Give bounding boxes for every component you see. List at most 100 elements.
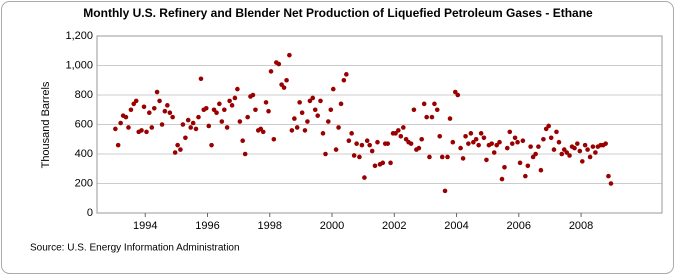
x-tick-label: 1996 [195,220,219,232]
point [533,151,538,157]
point [354,141,359,146]
point [227,98,232,104]
point [476,142,481,148]
point [393,131,398,136]
point [302,128,308,133]
point [455,92,461,98]
point [198,76,204,82]
point [380,160,386,166]
point [357,154,362,160]
point [468,131,474,136]
point [333,147,339,152]
plot-border [96,35,663,214]
point [421,101,427,107]
point [328,107,334,113]
point [165,103,170,108]
point [572,145,577,151]
point [266,108,271,114]
point [222,107,227,113]
point [240,138,245,144]
point [310,95,316,101]
point [344,72,349,77]
point [442,188,448,194]
point [224,125,230,130]
point [481,135,487,141]
point [115,142,121,148]
point [439,154,445,160]
point [369,148,375,154]
point [281,85,287,90]
point [515,139,520,145]
point [180,122,186,127]
point [167,110,173,115]
point [367,142,372,148]
point [504,145,510,151]
point [154,89,160,95]
point [214,110,219,115]
point [139,128,144,133]
point [445,154,450,160]
point [126,125,131,130]
point [341,77,347,83]
point [585,147,590,152]
point [323,151,328,157]
point [458,145,463,151]
point [209,142,214,148]
point [349,131,354,136]
point [494,142,500,148]
point [268,69,274,74]
point [315,113,321,118]
point [325,119,331,124]
point [509,141,515,146]
point [292,116,297,121]
point [245,114,250,120]
y-tick-label: 600 [75,118,93,130]
point [473,136,479,142]
point [359,142,365,148]
x-tick-label: 2000 [320,220,344,232]
point [149,125,155,130]
point [528,144,533,149]
point [427,154,432,160]
point [471,139,476,145]
point [190,120,196,126]
point [159,122,165,127]
point [235,86,240,92]
y-tick-label: 800 [75,89,93,101]
point [411,107,417,113]
point [587,154,593,160]
point [263,100,269,105]
y-tick-label: 400 [75,148,93,160]
point [336,125,341,130]
point [580,159,585,164]
x-tick-label: 1998 [258,220,282,232]
point [196,114,201,120]
chart-title: Monthly U.S. Refinery and Blender Net Pr… [83,6,593,20]
point [512,135,518,141]
x-tick-label: 2008 [569,220,593,232]
point [567,153,572,158]
point [593,150,598,155]
point [538,167,544,173]
point [242,151,248,157]
point [385,141,391,146]
point [123,114,129,120]
point [157,98,162,104]
point [372,163,378,169]
point [276,61,282,67]
point [188,125,193,130]
x-tick-label: 2004 [444,220,468,232]
point [398,134,404,139]
point [491,150,497,155]
point [484,157,489,163]
y-axis-label: Thousand Barrels [40,81,52,168]
point [460,156,466,161]
point [203,105,209,111]
point [546,123,551,129]
point [175,142,180,148]
point [237,119,243,124]
source: Source: U.S. Energy Information Administ… [30,243,240,254]
point [556,139,562,145]
point [577,148,583,154]
